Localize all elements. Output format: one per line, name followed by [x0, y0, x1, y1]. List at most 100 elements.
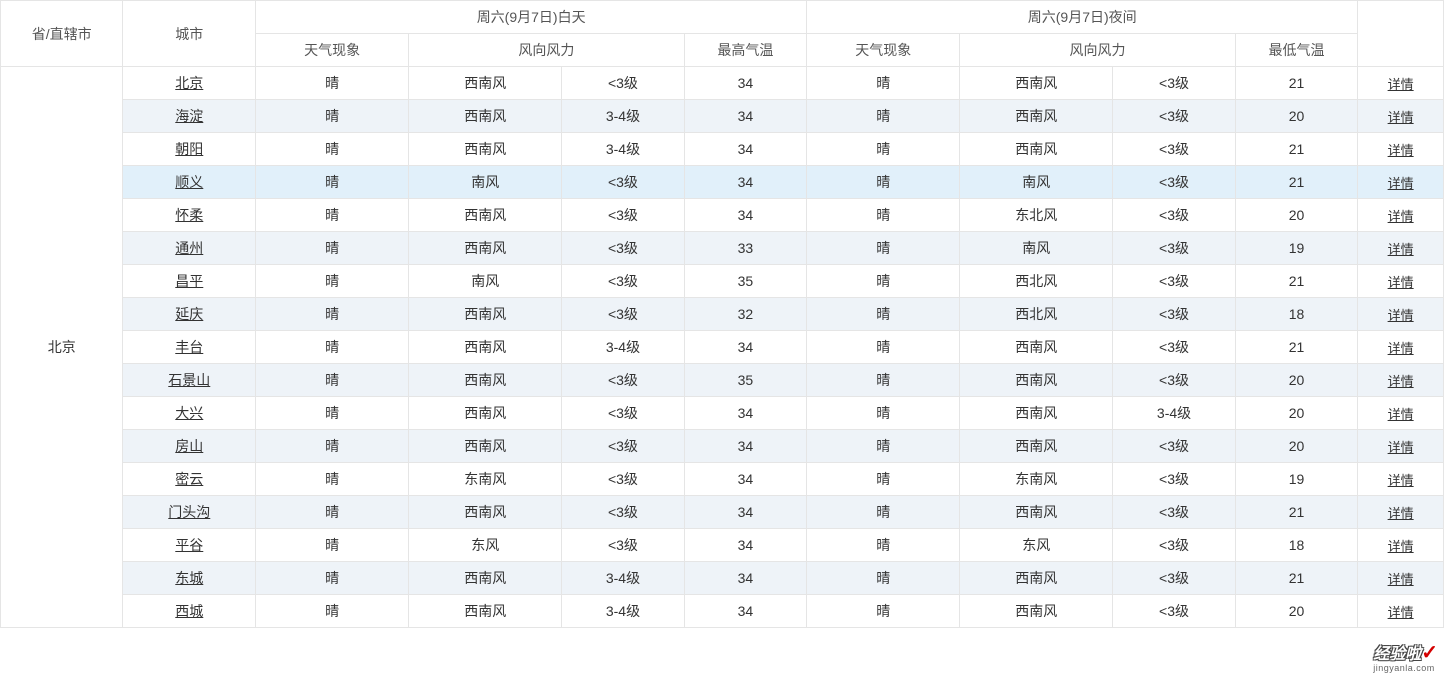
night-phenomenon: 晴	[807, 397, 960, 430]
night-low-temp: 21	[1235, 496, 1357, 529]
header-night-phen: 天气现象	[807, 34, 960, 67]
night-low-temp: 20	[1235, 595, 1357, 628]
detail-cell: 详情	[1358, 463, 1444, 496]
day-wind-dir: 西南风	[409, 595, 562, 628]
day-high-temp: 34	[684, 166, 806, 199]
night-phenomenon: 晴	[807, 331, 960, 364]
day-phenomenon: 晴	[256, 529, 409, 562]
header-day-high: 最高气温	[684, 34, 806, 67]
day-wind-level: 3-4级	[562, 133, 684, 166]
detail-cell: 详情	[1358, 529, 1444, 562]
detail-link[interactable]: 详情	[1388, 506, 1414, 521]
detail-link[interactable]: 详情	[1388, 275, 1414, 290]
night-low-temp: 20	[1235, 364, 1357, 397]
detail-link[interactable]: 详情	[1388, 539, 1414, 554]
detail-link[interactable]: 详情	[1388, 341, 1414, 356]
day-wind-level: <3级	[562, 298, 684, 331]
day-high-temp: 34	[684, 595, 806, 628]
watermark-sub: jingyanla.com	[1373, 664, 1438, 673]
night-wind-dir: 西北风	[960, 298, 1113, 331]
detail-link[interactable]: 详情	[1388, 176, 1414, 191]
header-city: 城市	[123, 1, 256, 67]
city-link[interactable]: 平谷	[175, 537, 203, 553]
detail-link[interactable]: 详情	[1388, 374, 1414, 389]
night-wind-dir: 东南风	[960, 463, 1113, 496]
night-wind-dir: 西南风	[960, 364, 1113, 397]
city-cell: 顺义	[123, 166, 256, 199]
city-link[interactable]: 海淀	[175, 108, 203, 124]
detail-cell: 详情	[1358, 67, 1444, 100]
header-row-1: 省/直辖市 城市 周六(9月7日)白天 周六(9月7日)夜间	[1, 1, 1444, 34]
night-low-temp: 20	[1235, 100, 1357, 133]
detail-link[interactable]: 详情	[1388, 77, 1414, 92]
city-link[interactable]: 西城	[175, 603, 203, 619]
day-wind-level: <3级	[562, 463, 684, 496]
night-wind-level: <3级	[1113, 529, 1235, 562]
night-wind-level: <3级	[1113, 562, 1235, 595]
city-link[interactable]: 石景山	[168, 372, 210, 388]
detail-link[interactable]: 详情	[1388, 308, 1414, 323]
day-high-temp: 34	[684, 562, 806, 595]
night-wind-dir: 西南风	[960, 331, 1113, 364]
detail-link[interactable]: 详情	[1388, 110, 1414, 125]
night-wind-dir: 东风	[960, 529, 1113, 562]
day-phenomenon: 晴	[256, 199, 409, 232]
day-phenomenon: 晴	[256, 496, 409, 529]
city-link[interactable]: 北京	[175, 75, 203, 91]
city-link[interactable]: 东城	[175, 570, 203, 586]
header-night-group: 周六(9月7日)夜间	[807, 1, 1358, 34]
table-row: 房山晴西南风<3级34晴西南风<3级20详情	[1, 430, 1444, 463]
city-cell: 通州	[123, 232, 256, 265]
city-link[interactable]: 门头沟	[168, 504, 210, 520]
night-low-temp: 21	[1235, 166, 1357, 199]
night-wind-dir: 西南风	[960, 133, 1113, 166]
detail-link[interactable]: 详情	[1388, 407, 1414, 422]
table-row: 延庆晴西南风<3级32晴西北风<3级18详情	[1, 298, 1444, 331]
detail-link[interactable]: 详情	[1388, 143, 1414, 158]
detail-link[interactable]: 详情	[1388, 572, 1414, 587]
city-link[interactable]: 顺义	[175, 174, 203, 190]
day-phenomenon: 晴	[256, 463, 409, 496]
day-phenomenon: 晴	[256, 364, 409, 397]
city-link[interactable]: 丰台	[175, 339, 203, 355]
day-wind-level: <3级	[562, 67, 684, 100]
night-low-temp: 21	[1235, 133, 1357, 166]
day-high-temp: 34	[684, 496, 806, 529]
day-wind-level: <3级	[562, 529, 684, 562]
detail-link[interactable]: 详情	[1388, 209, 1414, 224]
detail-cell: 详情	[1358, 100, 1444, 133]
day-phenomenon: 晴	[256, 397, 409, 430]
day-wind-dir: 东风	[409, 529, 562, 562]
header-night-wind: 风向风力	[960, 34, 1236, 67]
detail-cell: 详情	[1358, 199, 1444, 232]
night-phenomenon: 晴	[807, 232, 960, 265]
city-link[interactable]: 密云	[175, 471, 203, 487]
detail-cell: 详情	[1358, 232, 1444, 265]
night-wind-level: <3级	[1113, 298, 1235, 331]
detail-link[interactable]: 详情	[1388, 242, 1414, 257]
night-wind-level: <3级	[1113, 100, 1235, 133]
detail-link[interactable]: 详情	[1388, 440, 1414, 455]
detail-link[interactable]: 详情	[1388, 605, 1414, 620]
city-link[interactable]: 大兴	[175, 405, 203, 421]
detail-cell: 详情	[1358, 430, 1444, 463]
day-phenomenon: 晴	[256, 595, 409, 628]
table-row: 海淀晴西南风3-4级34晴西南风<3级20详情	[1, 100, 1444, 133]
city-cell: 大兴	[123, 397, 256, 430]
city-link[interactable]: 通州	[175, 240, 203, 256]
day-wind-dir: 西南风	[409, 562, 562, 595]
city-link[interactable]: 怀柔	[175, 207, 203, 223]
city-link[interactable]: 延庆	[175, 306, 203, 322]
detail-cell: 详情	[1358, 331, 1444, 364]
day-high-temp: 34	[684, 67, 806, 100]
night-phenomenon: 晴	[807, 199, 960, 232]
night-wind-level: <3级	[1113, 67, 1235, 100]
night-wind-level: 3-4级	[1113, 397, 1235, 430]
detail-link[interactable]: 详情	[1388, 473, 1414, 488]
watermark: 经验啦✓ jingyanla.com	[1373, 643, 1438, 673]
city-link[interactable]: 房山	[175, 438, 203, 454]
city-link[interactable]: 朝阳	[175, 141, 203, 157]
night-wind-level: <3级	[1113, 199, 1235, 232]
night-wind-dir: 南风	[960, 232, 1113, 265]
city-link[interactable]: 昌平	[175, 273, 203, 289]
